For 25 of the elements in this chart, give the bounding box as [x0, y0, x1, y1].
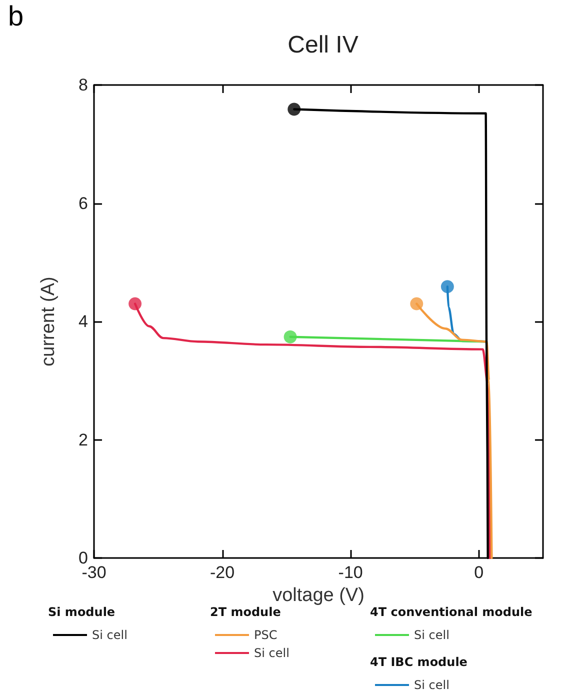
text: 2T module — [210, 605, 281, 619]
x-tick-label: 0 — [474, 563, 484, 582]
legend-label: Si cell — [414, 678, 450, 692]
point — [410, 297, 424, 310]
legend-label: Si cell — [414, 628, 450, 642]
point — [440, 280, 454, 294]
point — [284, 330, 297, 344]
point — [288, 102, 301, 116]
x-tick-label: -20 — [210, 563, 235, 582]
y-tick-label: 2 — [78, 430, 88, 450]
y-tick-label: 4 — [78, 312, 88, 331]
text: 4T IBC module — [370, 655, 468, 669]
legend-label: Si cell — [92, 628, 128, 642]
legend-label: PSC — [254, 628, 278, 642]
point — [128, 297, 142, 310]
x-tick-label: -10 — [338, 563, 363, 582]
y-tick-label: 8 — [78, 76, 88, 94]
text: 4T conventional module — [370, 605, 532, 619]
legend-label: Si cell — [254, 646, 290, 660]
y-tick-label: 6 — [78, 194, 88, 213]
text: Si module — [48, 605, 116, 619]
y-axis-title: current (A) — [38, 276, 59, 366]
text: b — [8, 0, 24, 32]
x-axis-title: voltage (V) — [272, 584, 364, 606]
chart-title: Cell IV — [288, 32, 358, 58]
